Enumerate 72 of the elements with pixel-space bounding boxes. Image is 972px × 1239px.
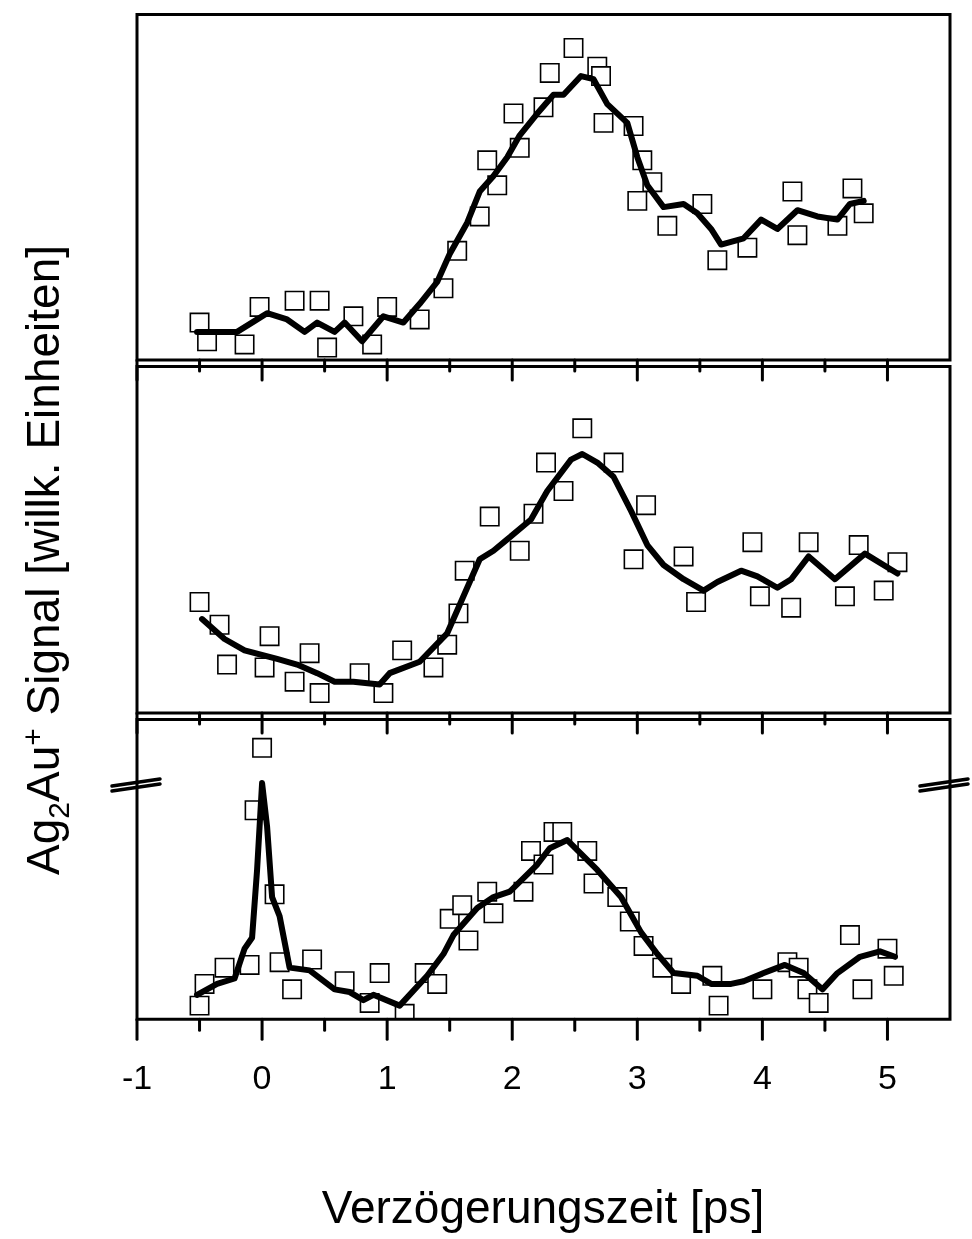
point <box>636 495 657 516</box>
point <box>852 979 873 1000</box>
point <box>452 895 473 916</box>
point <box>839 925 860 946</box>
point <box>252 737 273 758</box>
point <box>707 250 728 271</box>
point <box>673 546 694 567</box>
point <box>572 418 593 439</box>
point <box>259 626 280 647</box>
point <box>234 334 255 355</box>
point <box>282 979 303 1000</box>
point <box>657 215 678 236</box>
point <box>483 903 504 924</box>
point <box>553 480 574 501</box>
point <box>798 532 819 553</box>
point <box>377 296 398 317</box>
point <box>873 580 894 601</box>
point <box>299 643 320 664</box>
point <box>842 178 863 199</box>
point <box>373 683 394 704</box>
point <box>309 290 330 311</box>
point <box>217 654 238 675</box>
point <box>479 506 500 527</box>
point <box>853 203 874 224</box>
point <box>539 62 560 83</box>
x-tick-label: 1 <box>377 1057 397 1096</box>
point <box>284 671 305 692</box>
point <box>808 992 829 1013</box>
point <box>503 103 524 124</box>
point <box>593 112 614 133</box>
point <box>627 190 648 211</box>
point <box>708 995 729 1016</box>
point <box>343 306 364 327</box>
point <box>623 549 644 570</box>
point <box>782 181 803 202</box>
point <box>317 337 338 358</box>
point <box>254 657 275 678</box>
point <box>752 979 773 1000</box>
x-tick-label: 5 <box>878 1057 897 1096</box>
x-axis-title: Verzögerungszeit [ps] <box>321 1181 765 1233</box>
x-tick-label: -1 <box>121 1057 153 1096</box>
point <box>848 535 869 556</box>
point <box>583 873 604 894</box>
point <box>189 995 210 1016</box>
point <box>686 592 707 612</box>
point <box>309 683 330 704</box>
point <box>536 452 556 473</box>
point <box>834 586 855 607</box>
x-tick-label: 2 <box>502 1057 522 1096</box>
x-tick-label: 4 <box>752 1057 772 1096</box>
point <box>737 237 758 258</box>
point <box>742 532 763 553</box>
point <box>509 540 530 561</box>
point <box>781 597 802 618</box>
point <box>302 949 323 970</box>
point <box>883 965 904 986</box>
point <box>563 37 584 58</box>
point <box>392 640 413 661</box>
point <box>369 963 390 984</box>
point <box>749 586 770 607</box>
point <box>214 957 235 978</box>
x-tick-label: 0 <box>252 1057 272 1096</box>
point <box>427 973 448 994</box>
x-tick-label: 3 <box>627 1057 647 1096</box>
point <box>189 592 210 612</box>
point <box>787 225 808 246</box>
point <box>458 930 479 951</box>
point <box>603 452 624 473</box>
point <box>423 657 444 678</box>
point <box>521 840 541 861</box>
point <box>284 290 305 311</box>
point <box>477 150 498 171</box>
